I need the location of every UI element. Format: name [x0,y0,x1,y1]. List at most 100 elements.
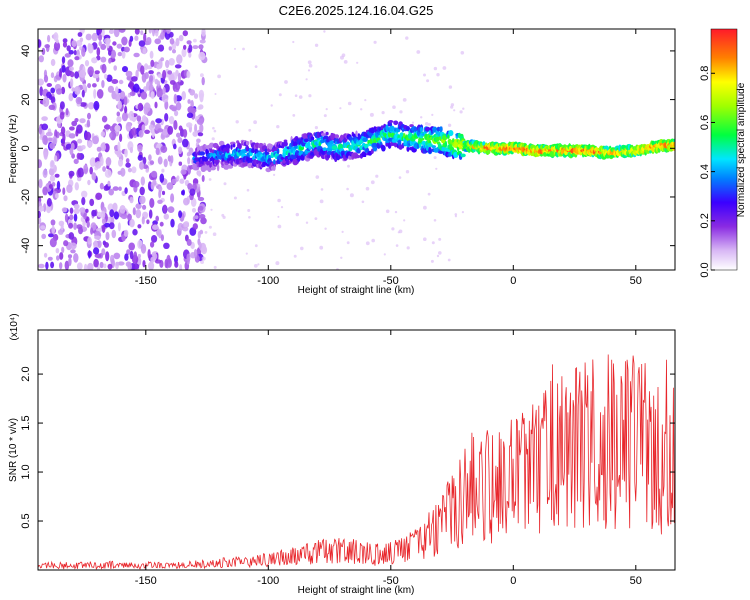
heatmap-noise-blob [170,218,175,228]
heatmap-noise-blob [77,32,83,37]
heatmap-noise-blob [125,70,133,78]
heatmap-ridge-blob [245,140,250,146]
heatmap-faint-dot [295,212,299,217]
snr-panel: -150 -100 -50 0 50 0.5 1.0 1.5 2.0 Height of st… [8,313,676,596]
heatmap-noise-blob [139,186,145,196]
heatmap-faint-dot [435,167,438,170]
heatmap-ridge-blob [322,147,327,151]
heatmap-ridge-blob [355,154,361,159]
heatmap-noise-blob [137,144,143,153]
heatmap-noise-blob [182,30,188,37]
heatmap-faint-dot [200,260,205,264]
heatmap-noise-blob [167,155,172,162]
heatmap-faint-dot [433,66,438,71]
heatmap-noise-blob [129,35,134,42]
heatmap-noise-blob [96,146,102,152]
heatmap-noise-blob [104,73,108,80]
heatmap-noise-blob [77,167,84,178]
heatmap-noise-blob [116,43,123,49]
heatmap-noise-blob [120,213,128,220]
heatmap-noise-blob [93,88,97,99]
snr-y-axis-label: SNR (10 * v/v) [8,418,19,482]
heatmap-noise-blob [45,131,53,137]
heatmap-faint-dot [385,209,390,214]
heatmap-noise-blob [74,182,80,191]
heatmap-noise-blob [105,231,110,241]
heatmap-noise-blob [139,195,146,205]
heatmap-faint-dot [381,111,385,115]
heatmap-faint-dot [399,110,403,114]
heatmap-ridge-blob [282,159,287,164]
heatmap-noise-blob [64,213,69,223]
heatmap-noise-blob [61,65,66,73]
heatmap-noise-blob [103,222,111,228]
heatmap-noise-blob [125,158,130,164]
heatmap-noise-blob [81,89,85,98]
heatmap-noise-blob [47,34,51,43]
y-tick-label: 20 [20,93,32,105]
heatmap-faint-dot [416,50,421,54]
heatmap-faint-dot [292,40,295,44]
heatmap-faint-dot [284,80,288,84]
heatmap-noise-blob [96,29,103,35]
heatmap-faint-dot [233,196,237,200]
heatmap-noise-blob [91,209,97,217]
heatmap-noise-blob [135,69,139,79]
heatmap-faint-dot [347,101,352,106]
heatmap-ridge-blob [372,142,378,148]
heatmap-noise-blob [68,257,72,267]
heatmap-noise-blob [117,51,123,57]
heatmap-noise-blob [160,31,165,40]
heatmap-noise-blob [61,246,65,254]
heatmap-noise-blob [144,72,149,79]
colorbar-ticks: 0.0 0.2 0.4 0.6 0.8 [699,66,715,278]
heatmap-noise-blob [78,226,83,235]
heatmap-ridge-blob [406,145,410,152]
heatmap-noise-blob [116,116,122,123]
heatmap-noise-blob [81,190,88,198]
heatmap-noise-blob [86,119,91,128]
heatmap-noise-blob [197,132,204,137]
heatmap-noise-blob [56,255,60,261]
heatmap-faint-dot [392,105,396,109]
heatmap-faint-dot [447,123,452,128]
heatmap-noise-blob [50,72,55,79]
heatmap-ridge-blob [310,136,315,141]
heatmap-noise-blob [129,196,134,204]
heatmap-noise-blob [87,112,91,120]
heatmap-faint-dot [340,55,344,60]
x-tick-label: -150 [135,275,157,287]
heatmap-ridge-blob [418,137,425,141]
heatmap-noise-blob [46,197,52,207]
heatmap-noise-blob [96,265,101,270]
heatmap-noise-blob [119,90,126,100]
heatmap-noise-blob [68,232,75,240]
heatmap-ridge-blob [199,151,206,156]
heatmap-noise-blob [131,127,137,136]
heatmap-noise-blob [38,78,44,86]
heatmap-noise-blob [142,260,146,268]
heatmap-faint-dot [277,215,280,218]
heatmap-noise-blob [74,56,80,61]
heatmap-noise-blob [178,210,183,218]
heatmap-noise-blob [59,262,63,270]
heatmap-noise-blob [93,258,99,268]
heatmap-noise-blob [151,235,158,243]
heatmap-noise-blob [135,209,142,219]
heatmap-noise-blob [87,179,91,186]
heatmap-noise-blob [198,51,206,61]
heatmap-noise-blob [127,262,132,270]
heatmap-noise-blob [83,165,89,175]
heatmap-ridge-blob [448,130,454,137]
heatmap-noise-blob [81,197,86,206]
heatmap-noise-blob [138,40,146,47]
heatmap-noise-blob [53,155,58,162]
heatmap-ridge-blob [380,125,384,130]
heatmap-noise-blob [178,34,184,42]
heatmap-faint-dot [431,113,434,116]
heatmap-ridge-blob [331,145,338,150]
heatmap-faint-dot [210,208,213,211]
heatmap-ridge-blob [226,147,230,154]
heatmap-noise-blob [147,249,151,259]
heatmap-noise-blob [140,91,148,100]
